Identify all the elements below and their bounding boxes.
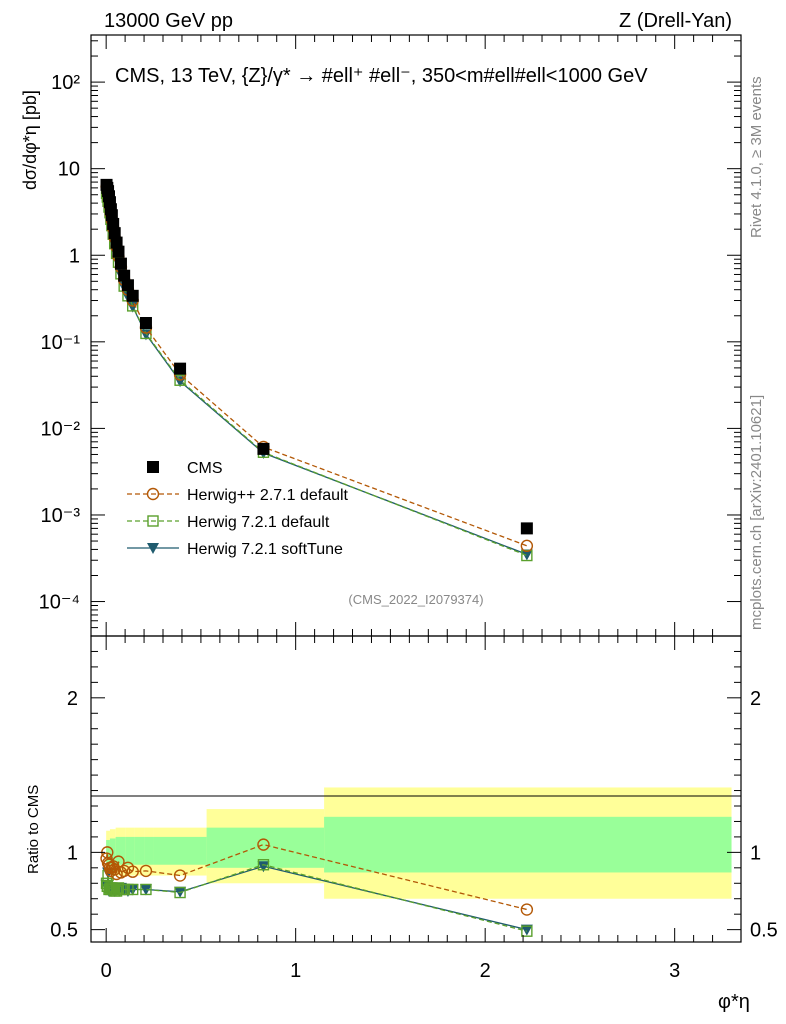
main-point-cms	[257, 442, 270, 455]
mcplots-label: mcplots.cern.ch [arXiv:2401.10621]	[748, 395, 765, 630]
main-ytick-label: 10⁻⁴	[39, 592, 80, 614]
main-point-herwig-7-2-1-softtune	[520, 549, 533, 561]
ratio-uncertainty-bands	[106, 787, 732, 899]
analysis-watermark: (CMS_2022_I2079374)	[348, 592, 483, 607]
ratio-band-inner	[106, 840, 110, 865]
main-series-cms	[100, 178, 533, 535]
ratio-point-herwig-2-7-1-default	[139, 864, 153, 878]
main-series-herwig-7-2-1-default	[100, 187, 533, 562]
ratio-ytick-label-right: 1	[750, 842, 761, 864]
ratio-band-inner	[153, 836, 207, 865]
main-ytick-label: 10⁻²	[41, 418, 81, 440]
ratio-point-herwig-2-7-1-default	[173, 869, 187, 882]
main-point-herwig-2-7-1-default	[520, 539, 534, 553]
main-ylabel: dσ/dφ*η [pb]	[20, 90, 40, 190]
ratio-plot-frame	[90, 635, 742, 943]
ratio-ytick-label-right: 0.5	[750, 920, 778, 942]
legend-entry-herwig-7-2-1-softtune: Herwig 7.2.1 softTune	[127, 541, 343, 558]
main-point-cms	[114, 257, 127, 270]
ratio-point-herwig-2-7-1-default	[520, 903, 534, 916]
main-point-cms	[110, 236, 123, 249]
ratio-ylabel: Ratio to CMS	[25, 785, 42, 874]
legend-label: Herwig 7.2.1 softTune	[187, 541, 343, 558]
header-right: Z (Drell-Yan)	[619, 10, 732, 32]
ratio-ytick-label: 0.5	[50, 920, 78, 942]
ratio-band-inner	[206, 827, 325, 868]
main-ytick-label: 10⁻³	[41, 505, 81, 527]
ratio-series-herwig-2-7-1-default	[100, 838, 534, 916]
legend-entry-herwig-2-7-1-default: Herwig++ 2.7.1 default	[127, 487, 349, 504]
ratio-point-herwig-7-2-1-default	[521, 925, 533, 937]
x-axis-label: φ*η	[718, 991, 750, 1013]
ratio-ytick-label-right: 2	[750, 688, 761, 710]
main-ytick-label: 10⁻¹	[41, 332, 81, 354]
ratio-band-inner	[115, 836, 126, 865]
main-point-cms	[174, 362, 187, 375]
legend-marker	[146, 487, 160, 501]
legend-marker	[147, 543, 159, 554]
main-point-cms	[108, 227, 121, 240]
main-point-cms	[112, 245, 125, 258]
main-series-herwig-7-2-1-softtune	[100, 188, 533, 561]
main-point-cms	[118, 269, 131, 282]
main-series-group	[100, 178, 534, 562]
ratio-line-herwig-2-7-1-default	[105, 843, 528, 911]
ratio-ytick-label: 1	[67, 842, 78, 864]
ratio-point-herwig-7-2-1-softtune	[520, 924, 533, 936]
legend: CMS Herwig++ 2.7.1 default Herwig 7.2.1 de…	[127, 460, 349, 558]
legend-label: Herwig 7.2.1 default	[187, 514, 330, 531]
legend-marker	[147, 461, 159, 473]
main-plot-panel: 10⁻⁴ 10⁻³ 10⁻² 10⁻¹ 1 10 10² CMS, 13 TeV, {Z}/…	[20, 34, 742, 637]
ratio-point-herwig-7-2-1-default	[174, 886, 186, 899]
main-ytick-label: 10	[58, 159, 80, 181]
header-left: 13000 GeV pp	[104, 10, 233, 32]
main-point-herwig-7-2-1-default	[174, 374, 186, 386]
ratio-band-inner	[324, 816, 732, 873]
ratio-xtick-label: 0	[101, 960, 112, 982]
ratio-band-inner	[125, 836, 135, 865]
ratio-ytick-label: 2	[67, 688, 78, 710]
main-axis-ticks: 10⁻⁴ 10⁻³ 10⁻² 10⁻¹ 1 10 10²	[39, 35, 741, 637]
ratio-xtick-label: 3	[669, 960, 680, 982]
ratio-band-inner	[144, 836, 154, 865]
legend-entry-cms: CMS	[147, 460, 223, 477]
legend-entry-herwig-7-2-1-default: Herwig 7.2.1 default	[127, 514, 330, 531]
ratio-plot-panel: 0.5 0.5 1 1 2 2 0 1 2 3 Ratio to CMS φ*η	[25, 635, 778, 1013]
main-point-cms	[139, 316, 152, 329]
main-point-cms	[126, 289, 139, 302]
ratio-band-inner	[134, 836, 145, 865]
ratio-series-group	[100, 838, 534, 937]
main-ytick-label: 1	[69, 245, 80, 267]
ratio-point-herwig-7-2-1-default	[126, 883, 139, 896]
ratio-point-herwig-2-7-1-default	[117, 864, 131, 878]
ratio-point-herwig-7-2-1-default	[257, 859, 270, 871]
main-point-herwig-7-2-1-default	[521, 549, 533, 562]
ratio-point-herwig-7-2-1-softtune	[139, 884, 152, 896]
main-title: CMS, 13 TeV, {Z}/γ* → #ell⁺ #ell⁻, 350<m…	[115, 65, 648, 87]
main-ytick-label: 10²	[51, 72, 80, 94]
main-point-cms	[107, 217, 120, 230]
ratio-xtick-label: 2	[480, 960, 491, 982]
ratio-point-herwig-2-7-1-default	[257, 838, 270, 851]
ratio-point-herwig-7-2-1-softtune	[257, 861, 270, 873]
ratio-point-herwig-2-7-1-default	[126, 865, 139, 878]
legend-label: Herwig++ 2.7.1 default	[187, 487, 349, 504]
legend-label: CMS	[187, 460, 223, 477]
ratio-point-herwig-7-2-1-default	[140, 883, 152, 896]
main-point-cms	[121, 279, 134, 292]
rivet-label: Rivet 4.1.0, ≥ 3M events	[748, 76, 765, 238]
main-point-cms	[520, 522, 533, 535]
ratio-xtick-label: 1	[290, 960, 301, 982]
legend-marker	[147, 515, 159, 527]
ratio-axis-ticks: 0.5 0.5 1 1 2 2 0 1 2 3	[50, 636, 778, 982]
